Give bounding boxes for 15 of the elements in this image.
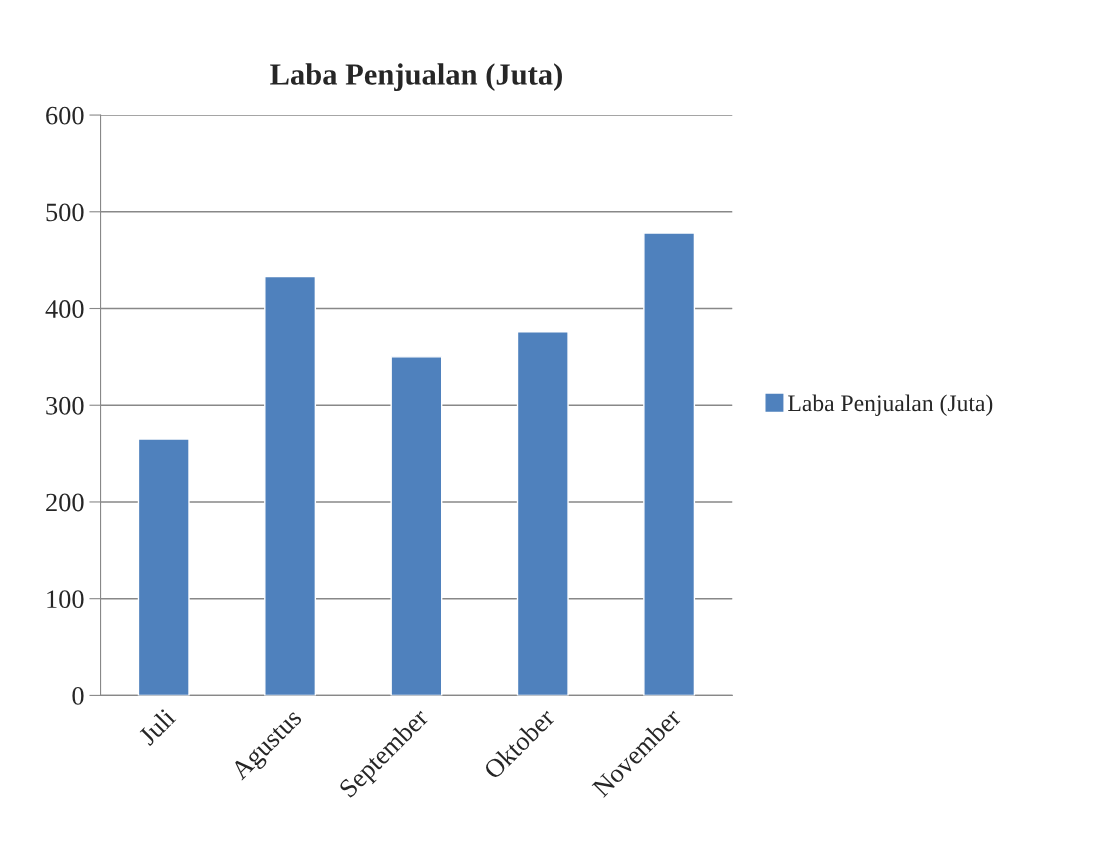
y-tick-label: 100 <box>47 590 84 609</box>
bar <box>264 275 317 696</box>
y-tick-label: 400 <box>45 300 84 318</box>
bar <box>390 356 443 696</box>
y-tick-label: 300 <box>46 396 84 415</box>
y-tick-label: 0 <box>72 687 84 705</box>
y-tick-label: 500 <box>46 203 84 222</box>
x-tick-label: Juli <box>137 706 177 747</box>
bar <box>516 331 569 696</box>
y-tick-label: 600 <box>46 106 84 125</box>
legend-label: Laba Penjualan (Juta) <box>788 394 993 417</box>
bar <box>643 232 696 696</box>
y-tick-label: 200 <box>46 493 84 512</box>
chart-title: Laba Penjualan (Juta) <box>270 63 562 92</box>
bar <box>137 438 190 696</box>
